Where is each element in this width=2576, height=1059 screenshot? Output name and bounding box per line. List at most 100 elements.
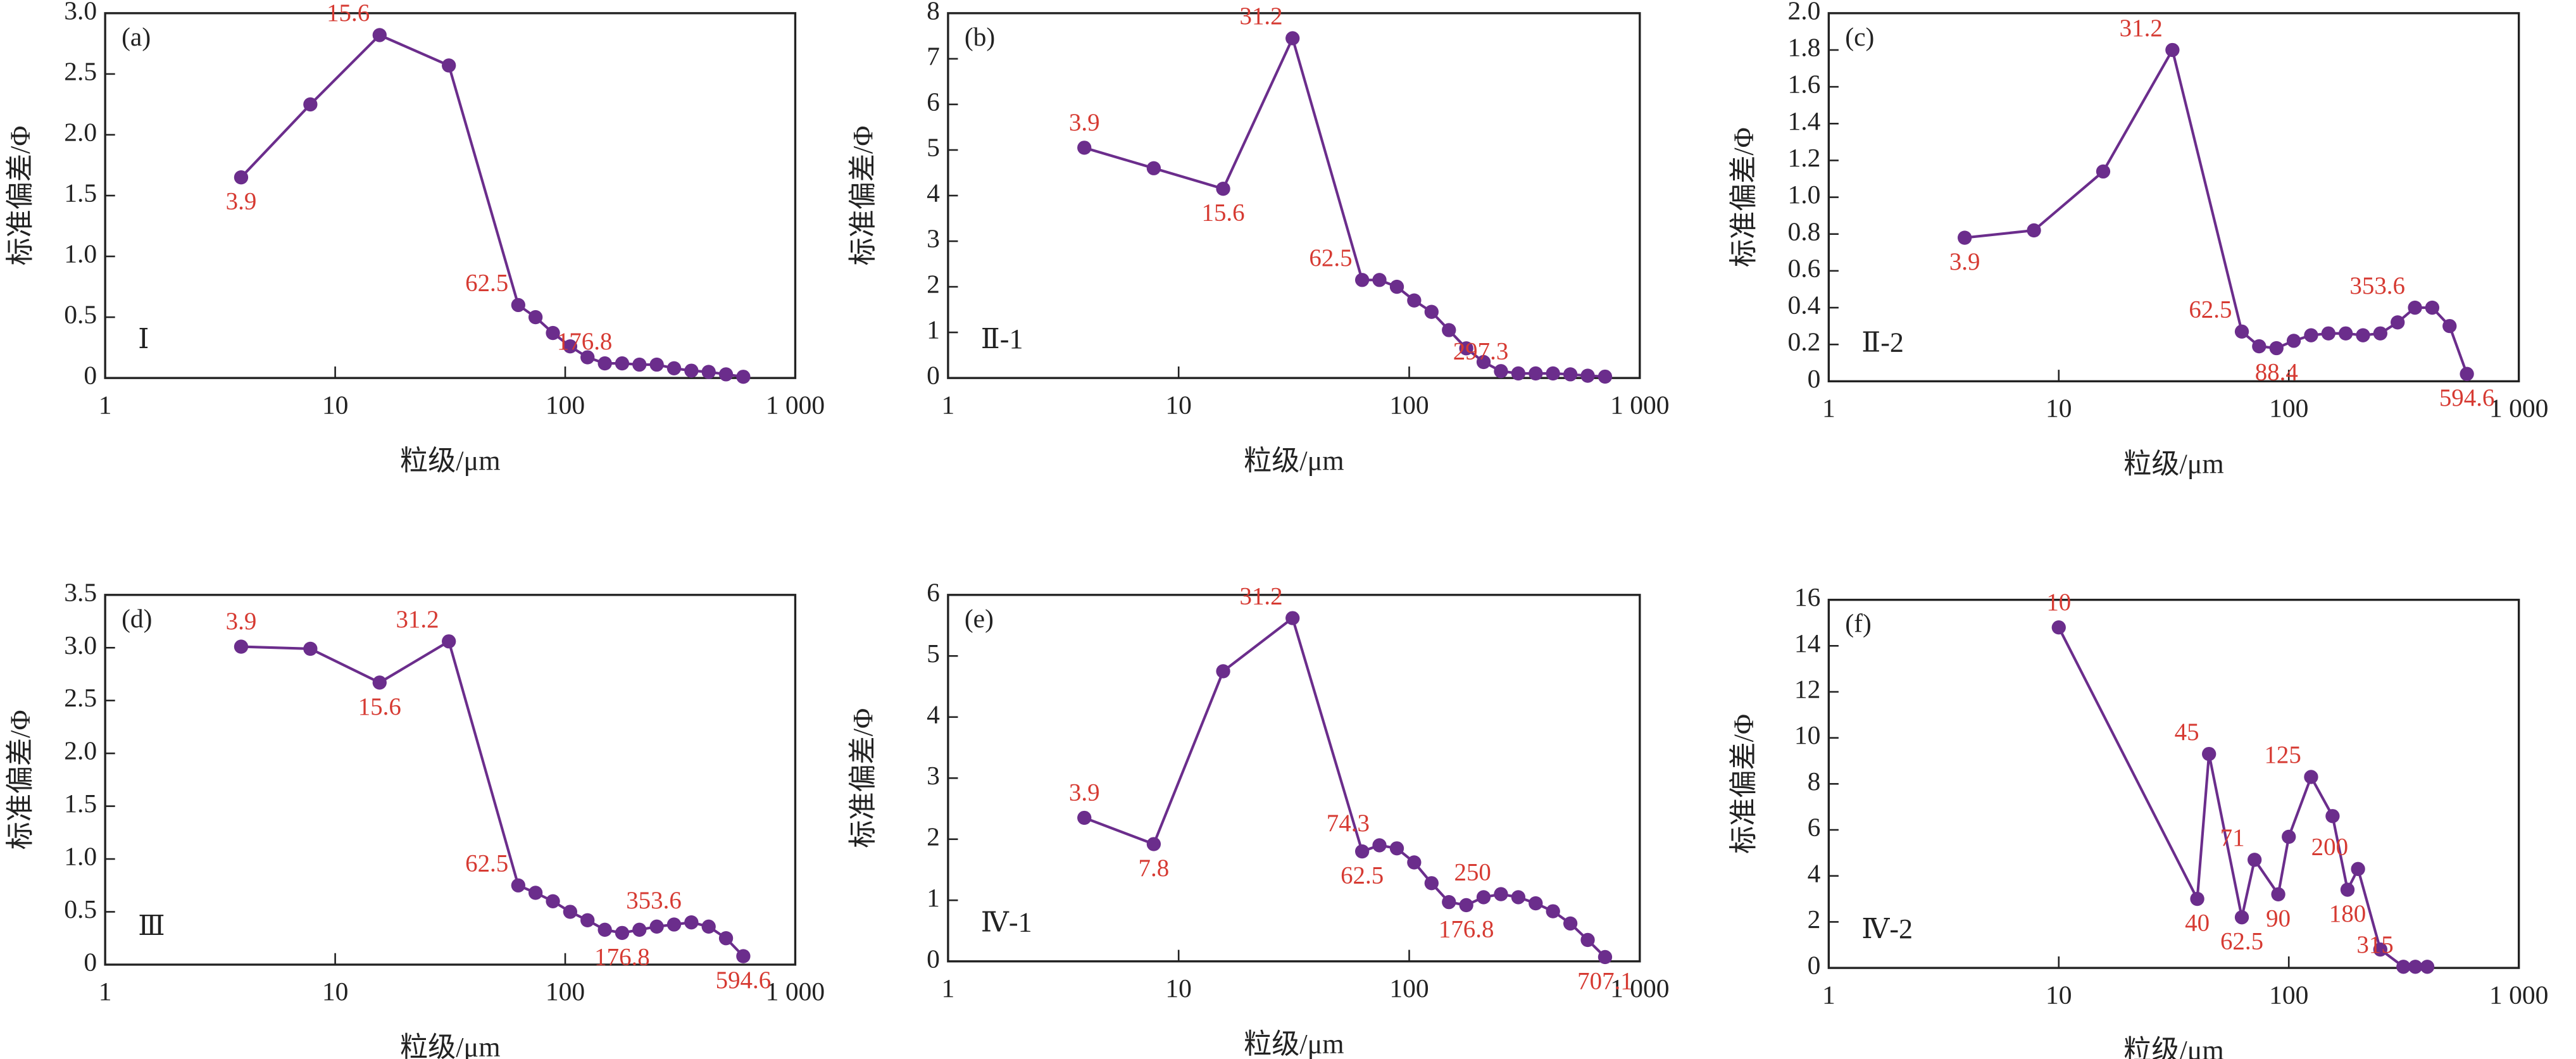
data-point [597,922,612,937]
y-tick-label: 12 [1794,675,1821,704]
data-point [442,634,456,649]
x-tick-label: 10 [2046,394,2072,423]
x-axis-label: 粒级/μm [400,1032,501,1059]
zone-label: Ⅳ-2 [1861,913,1913,944]
data-point [736,949,751,963]
panel-label: (d) [122,604,152,634]
point-label: 250 [1454,858,1491,886]
x-axis-label: 粒级/μm [2123,1035,2224,1059]
y-tick-label: 7 [927,41,940,70]
x-tick-label: 100 [546,977,585,1006]
data-point [372,28,387,42]
data-point [1146,837,1161,851]
data-point [1580,932,1595,948]
y-tick-label: 6 [1808,813,1821,842]
data-point [1146,161,1161,175]
data-point [2051,620,2066,635]
data-line [240,33,744,379]
data-point [1957,230,1972,245]
point-label: 594.6 [716,967,772,994]
x-tick-label: 1 000 [1610,390,1669,419]
point-label: 15.6 [1201,199,1244,227]
x-tick-label: 1 [1822,394,1835,423]
data-point [2425,300,2440,315]
panel: 0 0.2 0.4 0.6 0.8 1.0 1.2 1.4 1.6 1.8 2.0 1 10 100 1 0… [1729,0,2549,479]
x-tick-label: 1 [99,390,112,419]
data-point [1389,279,1404,294]
data-point [2234,324,2249,339]
y-tick-label: 0 [1808,951,1821,980]
zone-label: Ⅱ-1 [981,323,1023,354]
data-point [1424,304,1439,319]
zone-label: Ⅳ-1 [981,907,1032,938]
y-tick-label: 2 [927,822,940,851]
plot-frame [104,594,797,966]
y-tick-label: 3 [927,224,940,253]
panel: 0 2 4 6 8 10 12 14 16 1 10 100 1 000 粒级/μm 标准偏差/Φ (f) Ⅳ-… [1729,582,2549,1059]
point-label: 3.9 [1949,248,1980,275]
data-point [528,886,543,900]
data-point [649,357,664,372]
data-point [1077,141,1092,155]
x-tick-label: 10 [1165,390,1192,419]
data-point [597,356,612,371]
x-tick-label: 10 [2046,980,2072,1009]
point-label: 176.8 [594,943,650,970]
data-point [2027,223,2041,238]
x-tick-label: 10 [1165,974,1192,1003]
data-point [2396,960,2411,974]
zone-label: Ⅲ [138,910,165,941]
data-line [1084,616,1606,958]
point-label: 31.2 [1240,3,1283,30]
x-axis-label: 粒级/μm [1244,445,1344,476]
data-point [1285,611,1300,625]
data-point [1285,31,1300,46]
data-point [1476,354,1491,370]
data-point [1494,364,1508,379]
data-point [546,894,560,908]
data-point [649,919,664,934]
y-tick-label: 1.2 [1787,143,1820,172]
point-label: 200 [2311,834,2348,861]
y-tick-label: 1.6 [1787,70,1820,99]
panel-label: (f) [1845,609,1871,639]
y-tick-label: 14 [1794,629,1821,658]
data-point [1563,916,1578,931]
data-point [701,919,716,934]
data-point [2340,882,2355,897]
data-point [718,367,734,382]
x-tick-label: 1 [99,977,112,1006]
data-point [2271,887,2285,901]
data-point [2321,326,2336,341]
y-tick-label: 2.0 [64,117,97,146]
y-tick-label: 6 [927,577,940,606]
data-point [1546,366,1560,381]
y-tick-label: 2.0 [1787,0,1820,25]
x-tick-label: 1 [942,390,955,419]
point-label: 40 [2185,910,2210,937]
data-point [2234,910,2249,925]
data-point [303,97,318,112]
x-tick-label: 100 [2269,394,2308,423]
y-axis-label: 标准偏差/Φ [1729,127,1760,267]
data-point [1407,293,1422,308]
data-point [563,905,578,919]
data-point [528,310,543,325]
data-point [303,641,318,656]
data-point [1442,323,1456,337]
data-point [2420,960,2435,974]
data-point [1459,341,1473,356]
y-axis-label: 标准偏差/Φ [4,710,35,849]
data-point [1494,887,1508,901]
panel: 0 0.5 1.0 1.5 2.0 2.5 3.0 3.5 1 10 100 1 000 粒级/μm 标准… [4,577,825,1059]
y-tick-label: 1.4 [1787,106,1820,135]
panel-label: (e) [965,604,994,634]
data-point [736,370,751,384]
point-label: 707.1 [1577,967,1633,994]
y-axis-label: 标准偏差/Φ [847,708,878,848]
data-point [511,298,525,313]
y-tick-label: 2.0 [64,736,97,765]
data-point [1580,368,1595,383]
data-point [684,363,699,378]
